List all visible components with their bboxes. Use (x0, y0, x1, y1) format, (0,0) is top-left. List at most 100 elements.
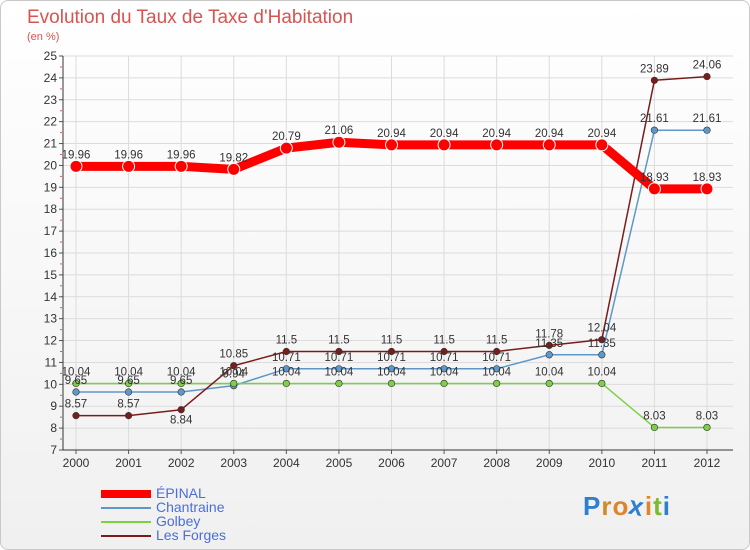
data-point (385, 138, 398, 152)
y-tick-label: 11 (45, 355, 58, 369)
data-point (282, 365, 290, 373)
data-label: 10.04 (167, 366, 196, 378)
y-tick-label: 15 (44, 268, 58, 282)
data-label: 23.89 (640, 63, 669, 75)
y-tick-label: 20 (44, 158, 58, 172)
data-point (440, 347, 448, 356)
x-tick-label: 2006 (378, 456, 405, 470)
data-point (598, 351, 606, 359)
data-label: 10.71 (272, 352, 301, 364)
y-tick-label: 22 (44, 115, 58, 129)
data-point (703, 126, 711, 134)
data-point (122, 159, 136, 173)
data-point (440, 365, 448, 373)
data-label: 19.96 (62, 149, 91, 161)
data-point (69, 159, 83, 173)
y-tick-label: 14 (44, 290, 58, 304)
data-label: 10.04 (62, 366, 91, 378)
data-point (124, 412, 133, 420)
y-tick-label: 17 (44, 224, 58, 238)
data-label: 10.04 (535, 366, 564, 378)
y-tick-label: 8 (50, 421, 57, 435)
x-tick-label: 2002 (168, 456, 195, 470)
data-label: 10.04 (272, 366, 301, 378)
data-label: 21.61 (693, 113, 722, 125)
data-label: 10.04 (325, 366, 354, 378)
data-label: 11.35 (588, 338, 616, 350)
data-label: 24.06 (693, 60, 722, 72)
logo-letter: o (612, 491, 630, 521)
x-tick-label: 2008 (483, 456, 510, 470)
data-point (335, 379, 343, 388)
data-point (230, 362, 238, 370)
data-label: 18.93 (640, 172, 669, 184)
data-label: 11.5 (486, 335, 508, 347)
data-point (493, 347, 501, 356)
x-tick-label: 2009 (536, 456, 563, 470)
chart-subtitle: (en %) (27, 31, 60, 43)
y-tick-label: 18 (44, 202, 58, 216)
legend-label: Les Forges (156, 527, 227, 543)
data-point (703, 423, 711, 432)
data-point (650, 423, 659, 432)
data-point (440, 379, 448, 388)
x-tick-label: 2012 (694, 456, 721, 470)
logo-letter: i (644, 491, 654, 521)
data-point (387, 379, 396, 388)
legend-swatch (101, 507, 151, 509)
data-point (72, 412, 80, 420)
data-label: 10.04 (430, 366, 459, 378)
data-point (230, 379, 238, 388)
y-tick-label: 21 (44, 137, 58, 151)
data-label: 20.94 (482, 128, 511, 140)
data-point (282, 379, 290, 388)
data-point (177, 388, 185, 396)
data-label: 10.85 (219, 349, 248, 361)
data-point (124, 388, 133, 396)
data-point (177, 406, 185, 414)
data-label: 9.94 (223, 369, 246, 381)
legend-label: Golbey (156, 513, 201, 529)
data-point (650, 76, 659, 84)
data-point (227, 162, 241, 176)
x-tick-label: 2004 (273, 456, 300, 470)
y-tick-label: 13 (44, 312, 58, 326)
y-tick-label: 12 (44, 334, 58, 348)
data-label: 11.5 (381, 335, 403, 347)
data-point (700, 182, 714, 196)
data-label: 20.94 (430, 128, 459, 140)
data-point (650, 126, 659, 134)
data-label: 19.96 (167, 149, 196, 161)
data-point (279, 141, 293, 155)
data-label: 11.5 (328, 335, 350, 347)
data-label: 9.65 (65, 375, 87, 387)
data-point (598, 336, 606, 344)
data-label: 20.94 (535, 128, 564, 140)
data-label: 12.04 (587, 323, 616, 335)
x-tick-label: 2003 (220, 456, 247, 470)
y-tick-label: 25 (44, 49, 58, 63)
legend-swatch (101, 521, 151, 523)
data-point (124, 379, 133, 388)
logo-letter: P (583, 491, 602, 521)
data-point (335, 347, 343, 356)
logo-letter: i (662, 491, 671, 521)
data-label: 20.94 (587, 128, 616, 140)
data-label: 11.78 (535, 328, 563, 340)
data-label: 11.5 (276, 335, 298, 347)
y-tick-label: 9 (50, 399, 57, 413)
x-tick-label: 2010 (588, 456, 615, 470)
data-point (703, 72, 711, 81)
y-tick-label: 23 (44, 93, 58, 107)
data-label: 8.57 (65, 399, 87, 411)
data-label: 18.93 (693, 172, 722, 184)
data-label: 9.65 (117, 375, 139, 387)
data-point (647, 182, 661, 196)
data-label: 21.06 (325, 125, 354, 137)
data-point (542, 138, 556, 152)
data-point (72, 388, 80, 396)
y-tick-label: 19 (44, 180, 58, 194)
logo-letter: t (653, 491, 663, 521)
data-label: 10.71 (325, 352, 354, 364)
